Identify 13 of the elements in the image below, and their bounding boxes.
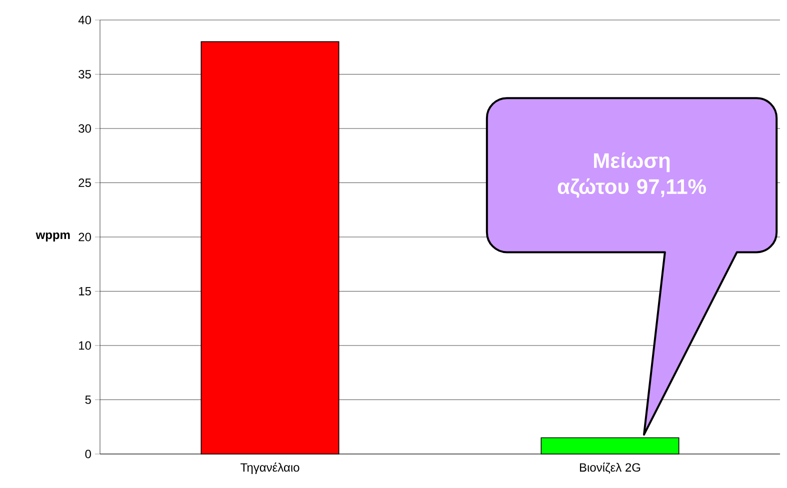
x-tick-label: Βιονίζελ 2G: [580, 462, 640, 474]
y-tick-label: 15: [79, 287, 91, 296]
y-axis-title: wppm: [36, 232, 70, 242]
y-tick-label: 35: [78, 70, 91, 78]
y-tick-label: 5: [85, 396, 91, 404]
y-tick-label: 25: [78, 178, 91, 187]
y-tick-label: 10: [79, 341, 92, 350]
y-tick-label: 30: [78, 124, 92, 133]
annotation: Μείωση αζώτου 97,11%: [558, 152, 706, 198]
y-tick-label: 20: [78, 232, 92, 242]
y-tick-label: 0: [85, 450, 92, 458]
y-tick-label: 40: [78, 16, 92, 24]
x-tick-label: Τηγανέλαιο: [240, 462, 300, 474]
